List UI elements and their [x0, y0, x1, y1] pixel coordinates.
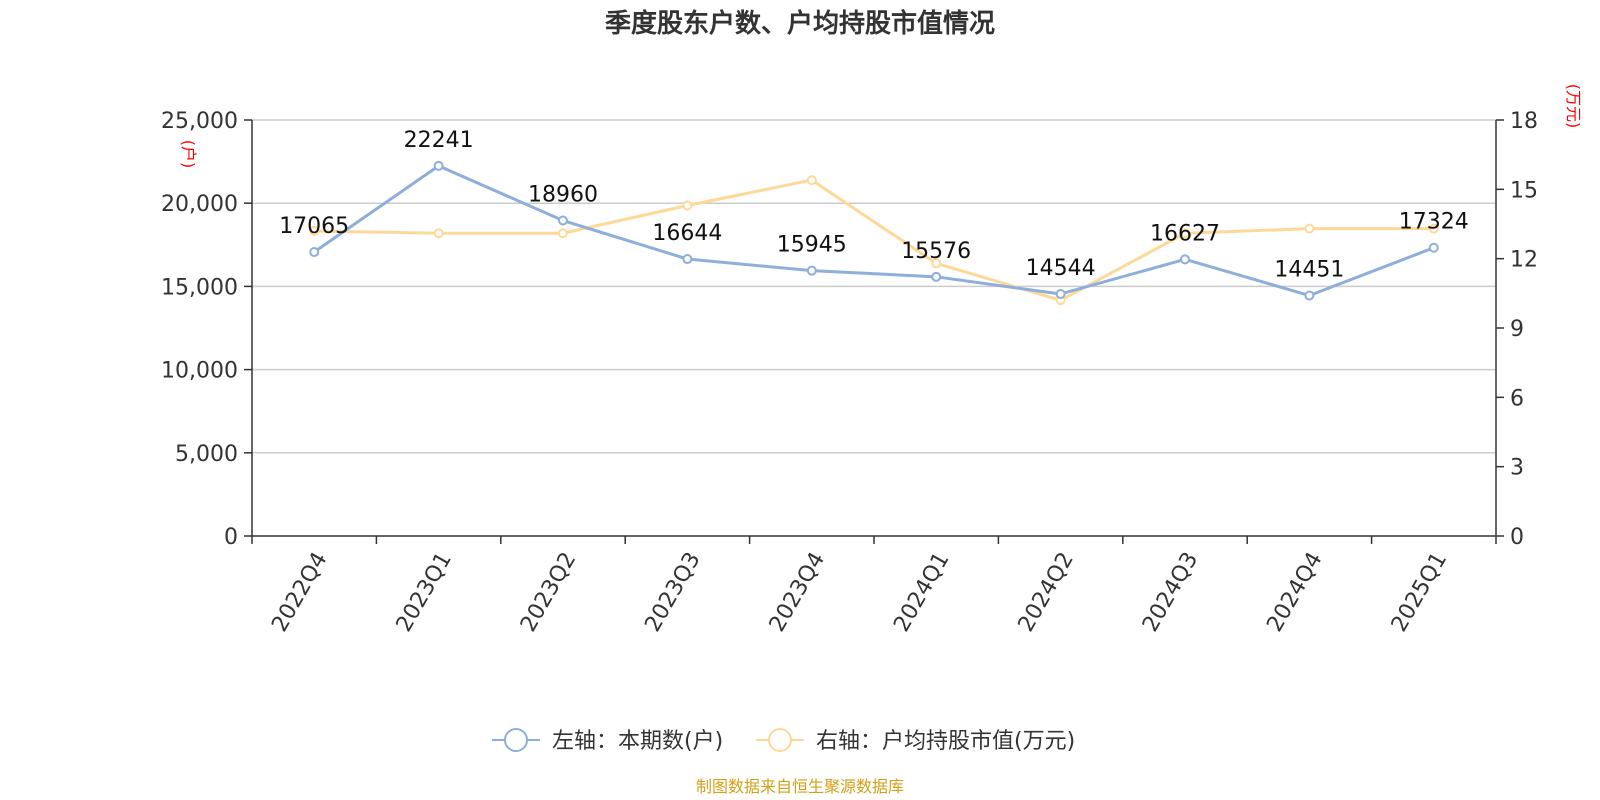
left-tick-label: 0 — [224, 525, 238, 550]
x-tick-label: 2023Q4 — [765, 548, 830, 636]
left-axis-ticks: 0 5,000 10,000 15,000 20,000 25,000 — [161, 109, 252, 550]
legend-item-right[interactable]: 右轴：户均持股市值(万元) — [756, 728, 1075, 754]
right-tick-label: 3 — [1510, 456, 1524, 481]
data-point[interactable] — [931, 258, 942, 269]
data-label: 22241 — [404, 128, 474, 153]
data-point[interactable] — [1180, 254, 1190, 265]
data-point[interactable] — [433, 228, 444, 239]
data-point[interactable] — [682, 200, 693, 211]
series-left — [309, 160, 1439, 301]
data-point[interactable] — [806, 175, 817, 186]
left-tick-label: 15,000 — [161, 275, 238, 300]
left-tick-label: 25,000 — [161, 109, 238, 134]
left-tick-label: 20,000 — [161, 192, 238, 217]
data-point[interactable] — [682, 254, 693, 265]
data-label: 16644 — [652, 221, 722, 246]
data-label: 15576 — [901, 239, 971, 264]
right-tick-label: 18 — [1510, 109, 1538, 134]
right-tick-label: 0 — [1510, 525, 1524, 550]
data-point[interactable] — [931, 271, 942, 282]
data-label: 14544 — [1026, 256, 1096, 281]
series-line — [313, 164, 1435, 298]
grid — [252, 119, 1496, 454]
x-tick-label: 2023Q2 — [516, 548, 581, 636]
data-label: 15945 — [777, 233, 847, 258]
data-point[interactable] — [1428, 223, 1439, 234]
right-tick-label: 6 — [1510, 386, 1524, 411]
legend-marker-right — [768, 728, 792, 752]
data-label: 17324 — [1399, 210, 1469, 235]
data-point[interactable] — [806, 265, 817, 276]
data-point[interactable] — [1428, 242, 1439, 253]
left-tick-label: 5,000 — [175, 442, 238, 467]
x-tick-label: 2023Q1 — [392, 548, 457, 636]
chart-title: 季度股东户数、户均持股市值情况 — [605, 8, 995, 39]
data-point[interactable] — [433, 160, 444, 171]
left-tick-label: 10,000 — [161, 359, 238, 384]
x-tick-label: 2022Q4 — [267, 548, 332, 636]
data-labels: 17065 22241 18960 16644 15945 15576 14544 16627… — [279, 128, 1469, 283]
data-point[interactable] — [309, 247, 320, 258]
legend-label-left: 左轴：本期数(户) — [552, 729, 723, 754]
source-note: 制图数据来自恒生聚源数据库 — [696, 777, 904, 796]
legend[interactable]: 左轴：本期数(户) 右轴：户均持股市值(万元) — [492, 728, 1075, 754]
x-tick-label: 2024Q2 — [1014, 548, 1079, 636]
data-label: 18960 — [528, 183, 598, 208]
data-point[interactable] — [1055, 288, 1066, 299]
x-tick-label: 2023Q3 — [640, 548, 705, 636]
legend-label-right: 右轴：户均持股市值(万元) — [816, 729, 1075, 754]
data-point[interactable] — [1304, 290, 1315, 301]
right-tick-label: 9 — [1510, 317, 1524, 342]
x-tick-label: 2024Q3 — [1138, 548, 1203, 636]
series-line — [314, 178, 1434, 302]
data-label: 16627 — [1150, 221, 1220, 246]
right-axis-ticks: 0 3 6 9 12 15 18 — [1496, 109, 1538, 550]
x-tick-label: 2024Q1 — [889, 548, 954, 636]
x-axis-ticks: 2022Q4 2023Q1 2023Q2 2023Q3 2023Q4 2024Q1 2024… — [251, 536, 1497, 636]
legend-item-left[interactable]: 左轴：本期数(户) — [492, 728, 723, 754]
left-axis-unit: (户) — [179, 140, 198, 169]
series-right — [309, 175, 1439, 306]
x-tick-label: 2025Q1 — [1387, 548, 1452, 636]
data-label: 17065 — [279, 214, 349, 239]
legend-marker-left — [504, 728, 528, 752]
data-point[interactable] — [558, 228, 568, 239]
data-point[interactable] — [1304, 223, 1315, 234]
axes — [251, 120, 1497, 537]
data-point[interactable] — [309, 225, 320, 236]
x-tick-label: 2024Q4 — [1262, 548, 1327, 636]
data-point[interactable] — [1180, 228, 1190, 239]
data-label: 14451 — [1274, 258, 1344, 283]
right-tick-label: 15 — [1510, 178, 1538, 203]
data-point[interactable] — [558, 215, 568, 226]
right-axis-unit: (万元) — [1564, 84, 1583, 129]
right-tick-label: 12 — [1510, 248, 1538, 273]
